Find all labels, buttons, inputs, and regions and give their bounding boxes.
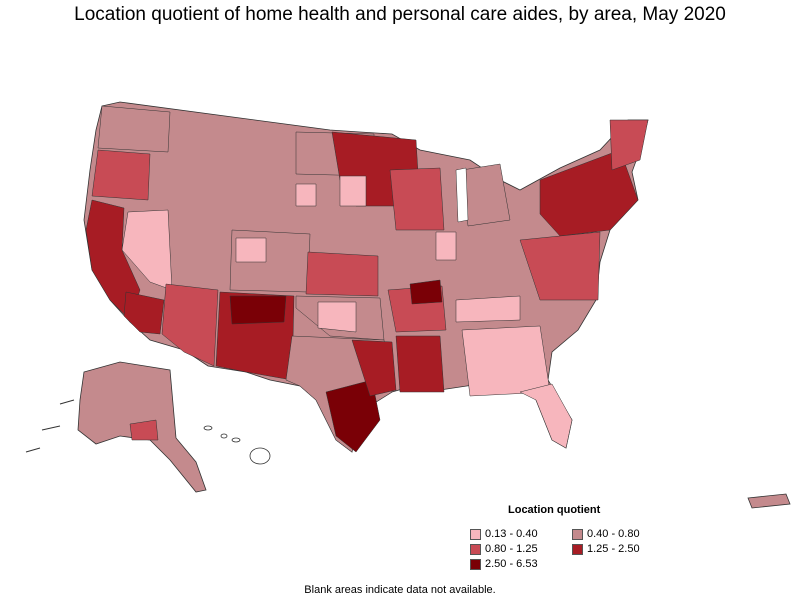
region-new-mexico-north <box>229 295 287 325</box>
region-nevada <box>121 209 173 291</box>
region-texas-east <box>351 339 397 397</box>
region-tennessee-pink <box>455 295 521 323</box>
legend-label-4: 2.50 - 6.53 <box>485 558 538 570</box>
legend-swatch-3 <box>572 543 583 555</box>
region-missouri-dark <box>409 279 443 305</box>
great-lake-michigan <box>455 167 469 223</box>
region-louisiana <box>395 335 445 393</box>
region-north-dakota-pink <box>295 183 317 207</box>
region-georgia-alabama-pink <box>461 325 551 397</box>
region-texas-south <box>325 379 381 453</box>
puerto-rico-shape <box>747 493 791 509</box>
region-oklahoma-pink <box>317 301 357 333</box>
legend-item-2: 0.80 - 1.25 <box>470 543 572 555</box>
region-arizona <box>161 283 219 367</box>
legend-item-3: 1.25 - 2.50 <box>572 543 672 555</box>
legend-label-0: 0.13 - 0.40 <box>485 528 538 540</box>
region-new-england <box>609 119 649 171</box>
region-michigan <box>461 163 511 227</box>
region-virginia-carolina <box>519 231 601 301</box>
footnote: Blank areas indicate data not available. <box>304 584 496 596</box>
region-southern-california <box>123 291 165 335</box>
alaska-aleutians <box>25 399 75 453</box>
legend-label-1: 0.40 - 0.80 <box>587 528 640 540</box>
region-wisconsin <box>389 167 445 231</box>
hawaii-shape <box>203 425 271 465</box>
legend-swatch-0 <box>470 528 481 540</box>
legend-label-3: 1.25 - 2.50 <box>587 543 640 555</box>
legend-title: Location quotient <box>508 504 601 516</box>
region-illinois-pink <box>435 231 457 261</box>
legend-item-1: 0.40 - 0.80 <box>572 528 672 540</box>
region-washington <box>97 105 171 153</box>
legend-item-0: 0.13 - 0.40 <box>470 528 572 540</box>
legend-label-2: 0.80 - 1.25 <box>485 543 538 555</box>
legend-swatch-4 <box>470 558 481 570</box>
region-oregon <box>91 149 151 201</box>
region-colorado-pink <box>235 237 267 263</box>
alaska-region-red <box>129 419 159 441</box>
region-florida <box>519 383 573 449</box>
map-legend: Location quotient 0.13 - 0.40 0.40 - 0.8… <box>470 504 670 570</box>
legend-swatch-2 <box>470 543 481 555</box>
legend-swatch-1 <box>572 528 583 540</box>
region-south-dakota-pink <box>339 175 367 207</box>
legend-item-4: 2.50 - 6.53 <box>470 558 572 570</box>
region-kansas <box>305 251 379 297</box>
map-title: Location quotient of home health and per… <box>74 4 726 25</box>
